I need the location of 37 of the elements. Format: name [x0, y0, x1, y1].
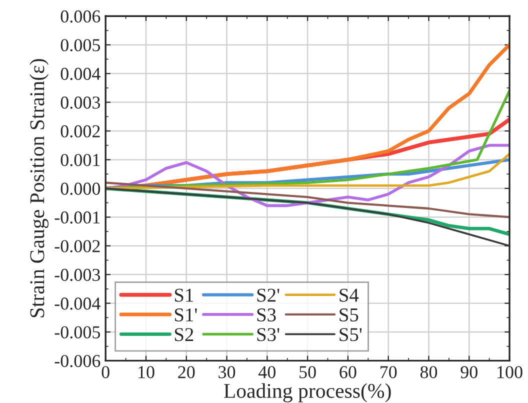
legend-label: S1' — [174, 308, 197, 322]
y-tick-label: 0.004 — [60, 68, 100, 80]
legend-label: S2' — [257, 288, 280, 302]
x-tick-label: 0 — [102, 366, 110, 378]
y-tick-label: 0.006 — [60, 10, 100, 23]
legend-label: S2 — [174, 328, 194, 342]
y-tick-label: -0.003 — [54, 268, 100, 282]
y-tick-label: -0.002 — [54, 240, 100, 252]
y-tick-label: -0.006 — [54, 354, 100, 368]
legend-label: S1 — [174, 288, 194, 302]
y-axis-title: Strain Gauge Position Strain(ε) — [30, 59, 49, 318]
x-tick-label: 40 — [258, 366, 276, 378]
x-tick-label: 80 — [420, 366, 438, 378]
y-tick-label: 0.005 — [60, 39, 100, 52]
x-tick-label: 90 — [460, 366, 478, 378]
x-tick-label: 20 — [178, 366, 195, 378]
x-tick-label: 60 — [340, 366, 356, 378]
line-series — [106, 182, 510, 218]
x-tick-label: 100 — [498, 366, 522, 378]
y-tick-label: -0.004 — [54, 298, 100, 310]
legend-label: S3' — [257, 328, 280, 342]
y-tick-label: 0.003 — [60, 96, 100, 109]
x-tick-label: 10 — [138, 366, 154, 378]
x-tick-label: 30 — [218, 366, 236, 378]
legend-label: S5 — [340, 308, 358, 322]
x-tick-label: 50 — [300, 366, 316, 378]
line-series — [106, 187, 510, 247]
legend-label: S3 — [257, 308, 276, 322]
x-axis-title: Loading process(%) — [224, 383, 391, 402]
y-tick-label: -0.001 — [54, 211, 100, 224]
y-tick-label: -0.005 — [54, 326, 100, 338]
y-tick-label: 0.001 — [60, 154, 100, 166]
legend-label: S5' — [340, 328, 362, 342]
x-tick-label: 70 — [380, 366, 397, 378]
legend-label: S4 — [340, 288, 359, 302]
y-tick-label: 0.002 — [60, 125, 100, 138]
y-tick-label: 0.000 — [60, 182, 100, 195]
